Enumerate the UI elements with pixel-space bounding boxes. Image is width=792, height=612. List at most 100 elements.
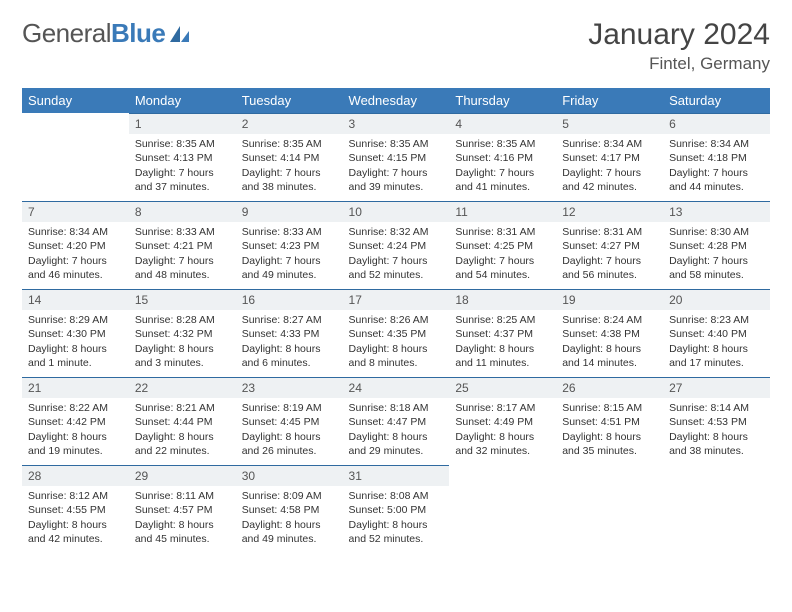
day-number: 23 <box>236 377 343 398</box>
day-detail-line: Daylight: 8 hours <box>349 430 444 444</box>
day-detail-line: Sunset: 4:30 PM <box>28 327 123 341</box>
day-detail-line: Sunrise: 8:09 AM <box>242 489 337 503</box>
day-details: Sunrise: 8:27 AMSunset: 4:33 PMDaylight:… <box>236 310 343 376</box>
calendar-day-cell: 10Sunrise: 8:32 AMSunset: 4:24 PMDayligh… <box>343 201 450 289</box>
day-detail-line: Sunrise: 8:24 AM <box>562 313 657 327</box>
calendar-day-cell: 15Sunrise: 8:28 AMSunset: 4:32 PMDayligh… <box>129 289 236 377</box>
day-details: Sunrise: 8:34 AMSunset: 4:17 PMDaylight:… <box>556 134 663 200</box>
day-detail-line: Sunrise: 8:27 AM <box>242 313 337 327</box>
day-number: 7 <box>22 201 129 222</box>
day-detail-line: Daylight: 7 hours <box>242 254 337 268</box>
calendar-day-cell: 2Sunrise: 8:35 AMSunset: 4:14 PMDaylight… <box>236 113 343 201</box>
calendar-empty-cell <box>449 465 556 553</box>
calendar-day-cell: 6Sunrise: 8:34 AMSunset: 4:18 PMDaylight… <box>663 113 770 201</box>
day-details: Sunrise: 8:09 AMSunset: 4:58 PMDaylight:… <box>236 486 343 552</box>
day-detail-line: Sunset: 4:20 PM <box>28 239 123 253</box>
day-detail-line: Sunrise: 8:21 AM <box>135 401 230 415</box>
day-detail-line: Sunset: 4:33 PM <box>242 327 337 341</box>
day-detail-line: Daylight: 8 hours <box>349 342 444 356</box>
calendar-day-cell: 1Sunrise: 8:35 AMSunset: 4:13 PMDaylight… <box>129 113 236 201</box>
calendar-day-cell: 14Sunrise: 8:29 AMSunset: 4:30 PMDayligh… <box>22 289 129 377</box>
day-detail-line: Sunset: 5:00 PM <box>349 503 444 517</box>
day-detail-line: and 41 minutes. <box>455 180 550 194</box>
day-detail-line: and 58 minutes. <box>669 268 764 282</box>
day-detail-line: Daylight: 8 hours <box>669 430 764 444</box>
day-details: Sunrise: 8:33 AMSunset: 4:23 PMDaylight:… <box>236 222 343 288</box>
day-detail-line: and 52 minutes. <box>349 532 444 546</box>
day-detail-line: Sunset: 4:35 PM <box>349 327 444 341</box>
day-number: 26 <box>556 377 663 398</box>
day-detail-line: Daylight: 8 hours <box>242 430 337 444</box>
day-detail-line: and 49 minutes. <box>242 268 337 282</box>
day-detail-line: Sunset: 4:38 PM <box>562 327 657 341</box>
day-number: 13 <box>663 201 770 222</box>
day-number: 1 <box>129 113 236 134</box>
day-detail-line: and 54 minutes. <box>455 268 550 282</box>
weekday-header: Tuesday <box>236 88 343 113</box>
day-number: 31 <box>343 465 450 486</box>
day-detail-line: and 32 minutes. <box>455 444 550 458</box>
day-details: Sunrise: 8:17 AMSunset: 4:49 PMDaylight:… <box>449 398 556 464</box>
day-detail-line: Sunrise: 8:33 AM <box>135 225 230 239</box>
calendar-day-cell: 24Sunrise: 8:18 AMSunset: 4:47 PMDayligh… <box>343 377 450 465</box>
day-detail-line: and 49 minutes. <box>242 532 337 546</box>
day-detail-line: Sunset: 4:21 PM <box>135 239 230 253</box>
calendar-day-cell: 5Sunrise: 8:34 AMSunset: 4:17 PMDaylight… <box>556 113 663 201</box>
day-detail-line: Sunset: 4:18 PM <box>669 151 764 165</box>
day-detail-line: Sunrise: 8:11 AM <box>135 489 230 503</box>
day-number: 2 <box>236 113 343 134</box>
calendar-empty-cell <box>22 113 129 201</box>
day-detail-line: Sunrise: 8:31 AM <box>455 225 550 239</box>
day-detail-line: Sunset: 4:23 PM <box>242 239 337 253</box>
day-number: 21 <box>22 377 129 398</box>
day-detail-line: Daylight: 8 hours <box>562 430 657 444</box>
weekday-header: Saturday <box>663 88 770 113</box>
day-details: Sunrise: 8:35 AMSunset: 4:14 PMDaylight:… <box>236 134 343 200</box>
day-details: Sunrise: 8:31 AMSunset: 4:27 PMDaylight:… <box>556 222 663 288</box>
day-detail-line: Sunset: 4:14 PM <box>242 151 337 165</box>
day-details: Sunrise: 8:34 AMSunset: 4:18 PMDaylight:… <box>663 134 770 200</box>
calendar-day-cell: 19Sunrise: 8:24 AMSunset: 4:38 PMDayligh… <box>556 289 663 377</box>
logo-text: GeneralBlue <box>22 18 165 49</box>
day-detail-line: Daylight: 8 hours <box>669 342 764 356</box>
day-detail-line: Daylight: 7 hours <box>455 166 550 180</box>
calendar-day-cell: 23Sunrise: 8:19 AMSunset: 4:45 PMDayligh… <box>236 377 343 465</box>
day-detail-line: Sunrise: 8:17 AM <box>455 401 550 415</box>
day-number: 28 <box>22 465 129 486</box>
calendar-day-cell: 21Sunrise: 8:22 AMSunset: 4:42 PMDayligh… <box>22 377 129 465</box>
day-number: 30 <box>236 465 343 486</box>
day-details: Sunrise: 8:25 AMSunset: 4:37 PMDaylight:… <box>449 310 556 376</box>
day-detail-line: and 11 minutes. <box>455 356 550 370</box>
day-detail-line: Sunset: 4:15 PM <box>349 151 444 165</box>
weekday-header: Monday <box>129 88 236 113</box>
day-detail-line: and 56 minutes. <box>562 268 657 282</box>
calendar-day-cell: 30Sunrise: 8:09 AMSunset: 4:58 PMDayligh… <box>236 465 343 553</box>
day-detail-line: Daylight: 7 hours <box>135 254 230 268</box>
day-number: 29 <box>129 465 236 486</box>
day-number: 8 <box>129 201 236 222</box>
day-detail-line: and 52 minutes. <box>349 268 444 282</box>
day-detail-line: and 45 minutes. <box>135 532 230 546</box>
logo-word2: Blue <box>111 18 165 48</box>
day-details: Sunrise: 8:24 AMSunset: 4:38 PMDaylight:… <box>556 310 663 376</box>
day-number: 9 <box>236 201 343 222</box>
day-details: Sunrise: 8:21 AMSunset: 4:44 PMDaylight:… <box>129 398 236 464</box>
day-number: 22 <box>129 377 236 398</box>
day-detail-line: Sunrise: 8:18 AM <box>349 401 444 415</box>
day-detail-line: Sunrise: 8:30 AM <box>669 225 764 239</box>
day-detail-line: and 22 minutes. <box>135 444 230 458</box>
calendar-day-cell: 22Sunrise: 8:21 AMSunset: 4:44 PMDayligh… <box>129 377 236 465</box>
day-detail-line: Sunrise: 8:25 AM <box>455 313 550 327</box>
day-detail-line: Sunrise: 8:23 AM <box>669 313 764 327</box>
day-details: Sunrise: 8:30 AMSunset: 4:28 PMDaylight:… <box>663 222 770 288</box>
calendar-day-cell: 20Sunrise: 8:23 AMSunset: 4:40 PMDayligh… <box>663 289 770 377</box>
day-detail-line: Daylight: 7 hours <box>455 254 550 268</box>
day-number: 16 <box>236 289 343 310</box>
day-detail-line: and 37 minutes. <box>135 180 230 194</box>
day-details: Sunrise: 8:32 AMSunset: 4:24 PMDaylight:… <box>343 222 450 288</box>
day-detail-line: and 6 minutes. <box>242 356 337 370</box>
calendar-week-row: 21Sunrise: 8:22 AMSunset: 4:42 PMDayligh… <box>22 377 770 465</box>
calendar-day-cell: 31Sunrise: 8:08 AMSunset: 5:00 PMDayligh… <box>343 465 450 553</box>
calendar-empty-cell <box>663 465 770 553</box>
day-details: Sunrise: 8:23 AMSunset: 4:40 PMDaylight:… <box>663 310 770 376</box>
